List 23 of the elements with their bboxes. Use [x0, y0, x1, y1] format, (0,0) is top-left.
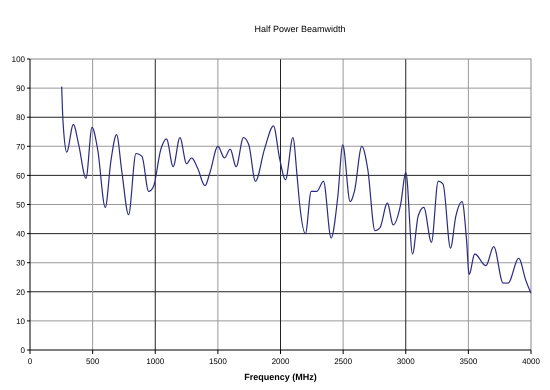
- y-tick-label: 40: [16, 230, 26, 239]
- x-tick-label: 500: [86, 357, 100, 366]
- y-tick-label: 30: [16, 258, 26, 268]
- x-tick-label: 1500: [208, 357, 228, 366]
- x-tick-label: 3500: [459, 357, 478, 366]
- y-tick-label: 20: [16, 288, 26, 297]
- y-tick-label: 60: [16, 171, 26, 180]
- x-tick-label: 0: [28, 357, 33, 366]
- y-tick-label: 50: [16, 200, 26, 210]
- x-tick-label: 2500: [334, 357, 353, 366]
- x-tick-label: 1000: [146, 357, 165, 366]
- x-axis-title: Frequency (MHz): [244, 372, 317, 382]
- x-tick-label: 3000: [396, 357, 416, 366]
- y-tick-label: 90: [16, 84, 26, 94]
- y-tick-label: 100: [12, 55, 26, 64]
- line-series: [61, 86, 532, 294]
- x-tick-label: 2000: [272, 357, 290, 366]
- y-tick-label: 0: [20, 346, 26, 355]
- x-tick-label: 4000: [522, 357, 540, 366]
- y-tick-label: 70: [16, 142, 26, 152]
- y-tick-label: 80: [16, 113, 26, 122]
- y-tick-label: 10: [16, 316, 26, 326]
- chart-title: Half Power Beamwidth: [254, 24, 346, 34]
